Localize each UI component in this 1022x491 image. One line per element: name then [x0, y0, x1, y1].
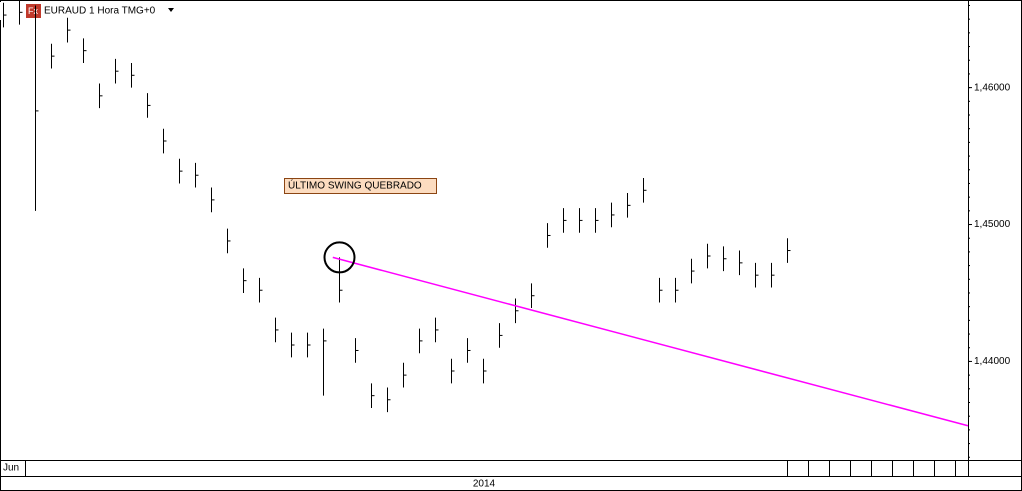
dropdown-arrow[interactable]	[168, 8, 174, 12]
chart-title[interactable]: EURAUD 1 Hora TMG+0	[44, 6, 156, 17]
y-tick-label: 1,46000	[974, 82, 1011, 93]
symbol-icon	[26, 4, 41, 18]
y-tick-label: 1,45000	[974, 219, 1011, 230]
annotation-box	[284, 178, 437, 194]
year-label: 2014	[473, 479, 496, 490]
symbol-icon-text: Fx	[28, 6, 38, 16]
y-tick-label: 1,44000	[974, 356, 1011, 367]
time-boxes	[787, 460, 956, 476]
period-label: Jun	[3, 463, 19, 474]
swing-circle	[323, 241, 356, 274]
annotation: ÚLTIMO SWING QUEBRADO	[288, 179, 422, 192]
trendline	[332, 256, 969, 427]
